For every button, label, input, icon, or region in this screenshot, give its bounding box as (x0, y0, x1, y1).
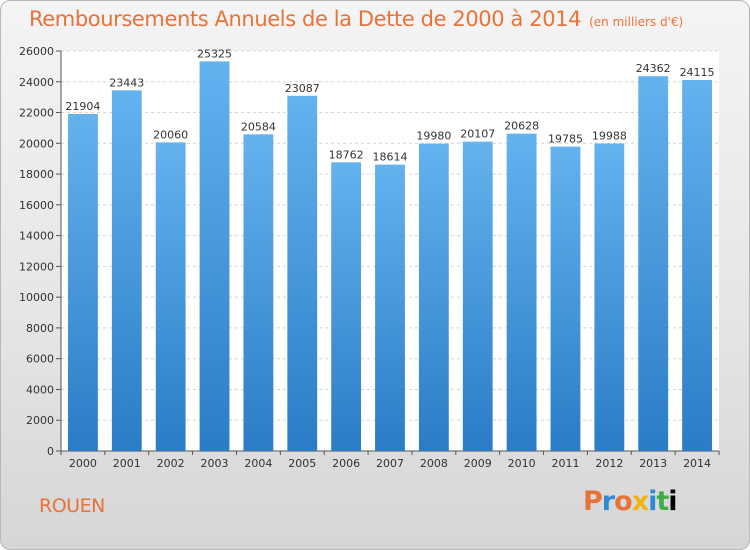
bar (594, 143, 625, 451)
y-tick-label: 0 (47, 445, 54, 458)
bar (331, 162, 362, 451)
bar-value-label: 18614 (373, 151, 408, 164)
x-tick-label: 2000 (69, 457, 97, 470)
bar (375, 164, 405, 451)
x-tick-label: 2003 (201, 457, 229, 470)
x-tick-label: 2013 (639, 457, 667, 470)
chart-title: Remboursements Annuels de la Dette de 20… (29, 7, 683, 31)
bar-value-label: 20107 (460, 128, 495, 141)
bar-value-label: 19988 (592, 129, 627, 142)
bar (638, 76, 669, 451)
city-label: ROUEN (39, 495, 105, 517)
x-tick-label: 2010 (508, 457, 536, 470)
x-tick-label: 2008 (420, 457, 448, 470)
y-tick-label: 16000 (19, 199, 54, 212)
bar (287, 95, 318, 452)
y-tick-label: 10000 (19, 291, 54, 304)
bar (111, 90, 142, 451)
bar (199, 61, 230, 452)
bar (68, 114, 98, 451)
bar (155, 142, 186, 451)
bar-value-label: 24362 (636, 62, 671, 75)
bar (462, 141, 493, 451)
y-tick-label: 24000 (19, 76, 54, 89)
chart-title-text: Remboursements Annuels de la Dette de 20… (29, 7, 582, 31)
x-tick-label: 2014 (683, 457, 711, 470)
y-tick-label: 2000 (26, 414, 54, 427)
bar-value-label: 25325 (197, 47, 232, 60)
bar (550, 146, 581, 451)
bar-value-label: 19980 (416, 130, 451, 143)
x-tick-label: 2009 (464, 457, 492, 470)
bar-value-label: 20584 (241, 120, 276, 133)
y-tick-label: 22000 (19, 107, 54, 120)
bar-value-label: 23443 (109, 76, 144, 89)
y-tick-label: 14000 (19, 230, 54, 243)
y-tick-label: 4000 (26, 383, 54, 396)
y-tick-label: 18000 (19, 168, 54, 181)
bar (506, 133, 537, 451)
proxiti-logo: Proxiti (583, 486, 678, 517)
y-tick-label: 26000 (19, 45, 54, 58)
bar-value-label: 18762 (329, 148, 364, 161)
y-tick-label: 6000 (26, 353, 54, 366)
x-tick-label: 2006 (332, 457, 360, 470)
x-tick-label: 2004 (244, 457, 272, 470)
x-tick-label: 2007 (376, 457, 404, 470)
bar-value-label: 21904 (65, 100, 100, 113)
chart-subtitle: (en milliers d'€) (589, 15, 684, 29)
bar (682, 80, 712, 451)
x-tick-label: 2012 (595, 457, 623, 470)
bar-value-label: 20060 (153, 128, 188, 141)
bar-value-label: 20628 (504, 120, 539, 133)
bar-value-label: 23087 (285, 82, 320, 95)
x-tick-label: 2001 (113, 457, 141, 470)
bar-value-label: 19785 (548, 133, 583, 146)
bar (418, 143, 449, 451)
y-tick-label: 20000 (19, 137, 54, 150)
x-tick-label: 2011 (551, 457, 579, 470)
y-tick-label: 12000 (19, 260, 54, 273)
x-tick-label: 2002 (157, 457, 185, 470)
bar (243, 134, 274, 452)
bar-value-label: 24115 (680, 66, 715, 79)
x-tick-label: 2005 (288, 457, 316, 470)
y-tick-label: 8000 (26, 322, 54, 335)
